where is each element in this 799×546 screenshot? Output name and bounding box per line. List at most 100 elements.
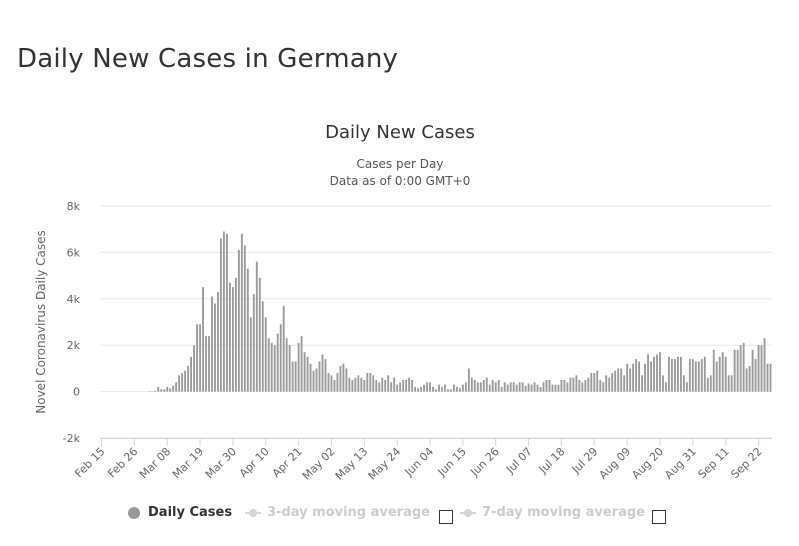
bar-daily-cases[interactable] <box>542 382 545 392</box>
bar-daily-cases[interactable] <box>243 245 246 392</box>
bar-daily-cases[interactable] <box>461 384 464 392</box>
bar-daily-cases[interactable] <box>736 349 739 392</box>
bar-daily-cases[interactable] <box>626 363 629 392</box>
bar-daily-cases[interactable] <box>285 338 288 392</box>
checkbox-3-day-average[interactable] <box>439 510 453 524</box>
bar-daily-cases[interactable] <box>593 373 596 392</box>
bar-daily-cases[interactable] <box>196 324 198 392</box>
bar-daily-cases[interactable] <box>739 345 742 392</box>
bar-daily-cases[interactable] <box>697 361 700 392</box>
bar-daily-cases[interactable] <box>154 390 157 392</box>
bar-daily-cases[interactable] <box>712 349 715 392</box>
bar-daily-cases[interactable] <box>408 377 411 392</box>
bar-daily-cases[interactable] <box>647 354 649 392</box>
bar-daily-cases[interactable] <box>659 352 661 392</box>
bar-daily-cases[interactable] <box>381 377 384 392</box>
bar-daily-cases[interactable] <box>441 386 443 392</box>
bar-daily-cases[interactable] <box>733 349 736 392</box>
bar-daily-cases[interactable] <box>321 354 324 392</box>
bar-daily-cases[interactable] <box>429 382 431 392</box>
bar-daily-cases[interactable] <box>450 389 452 392</box>
bar-daily-cases[interactable] <box>515 384 518 392</box>
bar-daily-cases[interactable] <box>369 373 372 392</box>
bar-daily-cases[interactable] <box>709 375 712 392</box>
bar-daily-cases[interactable] <box>444 384 446 392</box>
bar-daily-cases[interactable] <box>718 356 721 392</box>
bar-daily-cases[interactable] <box>599 380 602 392</box>
bar-daily-cases[interactable] <box>763 338 766 392</box>
bar-daily-cases[interactable] <box>629 368 632 392</box>
bar-daily-cases[interactable] <box>360 377 363 392</box>
bar-daily-cases[interactable] <box>294 361 297 392</box>
bar-daily-cases[interactable] <box>476 382 479 392</box>
bar-daily-cases[interactable] <box>405 380 408 392</box>
bar-daily-cases[interactable] <box>273 345 276 392</box>
bar-daily-cases[interactable] <box>426 382 428 392</box>
bar-daily-cases[interactable] <box>605 375 608 392</box>
bar-daily-cases[interactable] <box>721 352 724 392</box>
bar-daily-cases[interactable] <box>366 373 369 392</box>
bar-daily-cases[interactable] <box>315 368 318 392</box>
bar-daily-cases[interactable] <box>512 382 515 392</box>
bar-daily-cases[interactable] <box>503 382 506 392</box>
bar-daily-cases[interactable] <box>211 296 213 392</box>
bar-daily-cases[interactable] <box>533 382 536 392</box>
bar-daily-cases[interactable] <box>297 342 300 392</box>
bar-daily-cases[interactable] <box>312 370 315 392</box>
bar-daily-cases[interactable] <box>396 384 399 392</box>
bar-daily-cases[interactable] <box>264 317 267 392</box>
bar-daily-cases[interactable] <box>641 375 643 392</box>
bar-daily-cases[interactable] <box>228 282 231 392</box>
bar-daily-cases[interactable] <box>357 375 360 392</box>
bar-daily-cases[interactable] <box>482 380 485 392</box>
bar-daily-cases[interactable] <box>572 377 575 392</box>
bar-daily-cases[interactable] <box>769 363 772 392</box>
bar-daily-cases[interactable] <box>354 377 357 392</box>
bar-daily-cases[interactable] <box>521 382 524 392</box>
bar-daily-cases[interactable] <box>417 388 419 392</box>
bar-daily-cases[interactable] <box>635 359 638 392</box>
bar-daily-cases[interactable] <box>536 384 539 392</box>
bar-daily-cases[interactable] <box>336 373 339 392</box>
checkbox-7-day-average[interactable] <box>652 510 666 524</box>
legend-item-7-day-average[interactable]: 7-day moving average <box>460 505 645 520</box>
bar-daily-cases[interactable] <box>220 238 222 392</box>
bar-daily-cases[interactable] <box>509 382 512 392</box>
bar-daily-cases[interactable] <box>494 382 497 392</box>
bar-daily-cases[interactable] <box>608 377 611 392</box>
bar-daily-cases[interactable] <box>246 268 249 392</box>
bar-daily-cases[interactable] <box>393 377 396 392</box>
bar-daily-cases[interactable] <box>566 382 569 392</box>
bar-daily-cases[interactable] <box>303 352 306 392</box>
bar-daily-cases[interactable] <box>330 375 333 392</box>
bar-daily-cases[interactable] <box>587 377 590 392</box>
bar-daily-cases[interactable] <box>638 361 641 392</box>
bar-daily-cases[interactable] <box>662 375 664 392</box>
bar-daily-cases[interactable] <box>560 380 563 392</box>
bar-daily-cases[interactable] <box>578 380 581 392</box>
bar-daily-cases[interactable] <box>261 301 264 392</box>
bar-daily-cases[interactable] <box>240 233 243 392</box>
bar-daily-cases[interactable] <box>372 375 375 392</box>
bar-daily-cases[interactable] <box>539 386 542 392</box>
bar-daily-cases[interactable] <box>291 361 294 392</box>
bar-daily-cases[interactable] <box>387 375 390 392</box>
bar-daily-cases[interactable] <box>757 345 760 392</box>
bar-daily-cases[interactable] <box>234 277 237 392</box>
bar-daily-cases[interactable] <box>190 356 193 392</box>
bar-daily-cases[interactable] <box>384 380 387 392</box>
bar-daily-cases[interactable] <box>694 361 697 392</box>
bar-daily-cases[interactable] <box>345 368 348 392</box>
bar-daily-cases[interactable] <box>623 375 626 392</box>
bar-daily-cases[interactable] <box>485 377 488 392</box>
bar-daily-cases[interactable] <box>184 370 187 392</box>
bar-daily-cases[interactable] <box>378 382 381 392</box>
bar-daily-cases[interactable] <box>584 380 587 392</box>
bar-daily-cases[interactable] <box>193 345 195 392</box>
bar-daily-cases[interactable] <box>575 375 578 392</box>
bar-daily-cases[interactable] <box>279 324 282 392</box>
bar-daily-cases[interactable] <box>318 361 321 392</box>
bar-daily-cases[interactable] <box>402 380 405 392</box>
bar-daily-cases[interactable] <box>656 354 658 392</box>
bar-daily-cases[interactable] <box>339 366 342 392</box>
